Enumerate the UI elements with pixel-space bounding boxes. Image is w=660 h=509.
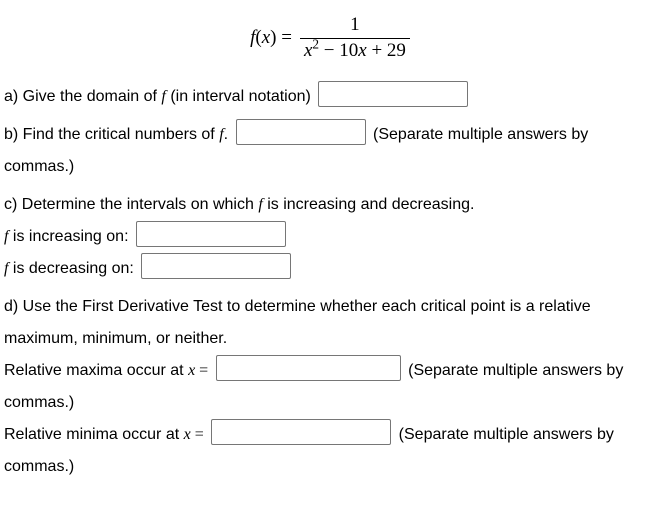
increasing-input[interactable] [136,221,286,247]
part-a-text-pre: a) Give the domain of [4,88,161,105]
part-b: b) Find the critical numbers of f. (Sepa… [4,119,656,183]
denominator: x2 − 10x + 29 [300,40,410,63]
domain-input[interactable] [318,81,468,107]
decreasing-input[interactable] [141,253,291,279]
part-d: d) Use the First Derivative Test to dete… [4,291,656,483]
part-c-line1: c) Determine the intervals on which f is… [4,189,656,221]
problem-container: f(x) = 1 x2 − 10x + 29 a) Give the domai… [0,0,660,499]
part-d-minima: Relative minima occur at x = (Separate m… [4,419,656,483]
part-a: a) Give the domain of f (in interval not… [4,81,656,113]
part-a-text-post: (in interval notation) [166,88,311,105]
part-d-line1: d) Use the First Derivative Test to dete… [4,291,656,355]
part-c-increasing: f is increasing on: [4,221,656,253]
numerator: 1 [346,14,364,37]
part-b-text-pre: b) Find the critical numbers of [4,126,219,143]
fraction: 1 x2 − 10x + 29 [300,14,410,63]
part-b-period: . [224,126,228,143]
maxima-input[interactable] [216,355,401,381]
function-equation: f(x) = 1 x2 − 10x + 29 [4,4,656,81]
part-c: c) Determine the intervals on which f is… [4,189,656,285]
part-c-decreasing: f is decreasing on: [4,253,656,285]
part-d-maxima: Relative maxima occur at x = (Separate m… [4,355,656,419]
critical-numbers-input[interactable] [236,119,366,145]
minima-input[interactable] [211,419,391,445]
